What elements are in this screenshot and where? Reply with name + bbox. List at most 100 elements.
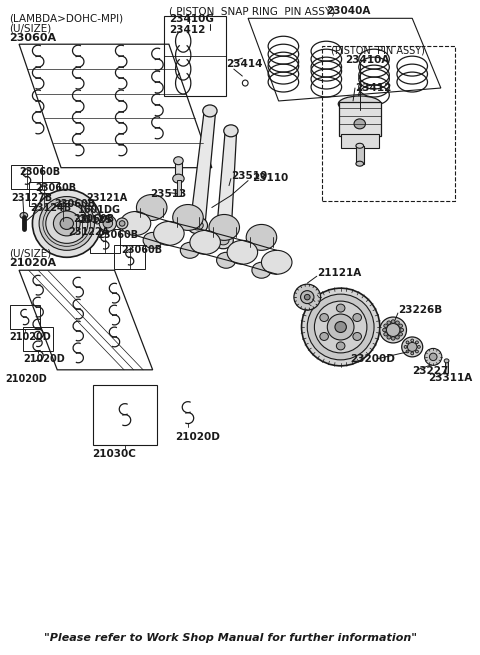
- Ellipse shape: [396, 335, 399, 339]
- Text: "Please refer to Work Shop Manual for further information": "Please refer to Work Shop Manual for fu…: [45, 633, 418, 643]
- Text: 1601DG: 1601DG: [78, 204, 121, 214]
- Ellipse shape: [294, 284, 321, 310]
- Ellipse shape: [46, 204, 88, 244]
- Text: 23124B: 23124B: [31, 202, 72, 212]
- Bar: [93, 384, 157, 445]
- Ellipse shape: [217, 236, 229, 245]
- Ellipse shape: [430, 353, 437, 361]
- Ellipse shape: [338, 96, 381, 112]
- Ellipse shape: [190, 231, 220, 254]
- Ellipse shape: [60, 217, 73, 229]
- Ellipse shape: [314, 301, 367, 353]
- Bar: [444, 361, 448, 373]
- Ellipse shape: [213, 232, 233, 249]
- Text: 23121A: 23121A: [86, 193, 127, 202]
- Ellipse shape: [406, 341, 409, 344]
- Ellipse shape: [444, 359, 449, 363]
- Ellipse shape: [103, 219, 113, 228]
- Bar: [339, 102, 381, 136]
- Ellipse shape: [404, 346, 407, 348]
- Ellipse shape: [383, 328, 386, 331]
- Ellipse shape: [406, 350, 409, 353]
- Ellipse shape: [411, 352, 414, 355]
- Ellipse shape: [391, 320, 395, 324]
- Ellipse shape: [173, 174, 184, 183]
- Text: 23412: 23412: [169, 26, 205, 35]
- Ellipse shape: [209, 214, 240, 240]
- Ellipse shape: [99, 215, 117, 231]
- Text: 23227: 23227: [412, 365, 449, 376]
- Ellipse shape: [20, 212, 28, 219]
- Ellipse shape: [411, 339, 414, 342]
- Ellipse shape: [380, 317, 407, 343]
- Ellipse shape: [246, 225, 276, 250]
- Bar: [67, 214, 97, 237]
- Ellipse shape: [173, 204, 203, 231]
- Text: 23414: 23414: [226, 59, 263, 69]
- Text: 23060B: 23060B: [97, 231, 138, 240]
- Ellipse shape: [356, 161, 363, 166]
- Ellipse shape: [386, 324, 400, 337]
- Ellipse shape: [119, 221, 125, 226]
- Text: ( PISTON  SNAP RING  PIN ASSY): ( PISTON SNAP RING PIN ASSY): [169, 7, 335, 16]
- Ellipse shape: [304, 294, 310, 300]
- Ellipse shape: [336, 304, 345, 312]
- Ellipse shape: [384, 324, 388, 328]
- Ellipse shape: [300, 291, 314, 304]
- Text: 23040A: 23040A: [326, 7, 371, 16]
- Bar: [23, 327, 53, 351]
- Text: 21030C: 21030C: [93, 449, 136, 459]
- Ellipse shape: [188, 217, 207, 234]
- Polygon shape: [190, 110, 216, 227]
- Bar: [322, 47, 455, 200]
- Ellipse shape: [307, 294, 374, 360]
- Ellipse shape: [387, 321, 391, 324]
- Polygon shape: [216, 130, 237, 241]
- Text: 23125: 23125: [78, 215, 112, 225]
- Bar: [177, 179, 181, 196]
- Bar: [48, 198, 78, 221]
- Ellipse shape: [336, 342, 345, 350]
- Ellipse shape: [154, 221, 184, 246]
- Ellipse shape: [327, 314, 354, 340]
- Ellipse shape: [416, 350, 419, 353]
- Ellipse shape: [301, 288, 380, 366]
- Ellipse shape: [120, 212, 151, 235]
- Ellipse shape: [400, 328, 404, 331]
- Ellipse shape: [203, 105, 217, 117]
- Text: 23060B: 23060B: [73, 214, 115, 225]
- Ellipse shape: [384, 333, 388, 336]
- Ellipse shape: [399, 324, 403, 328]
- Text: 23410A: 23410A: [346, 55, 390, 65]
- Text: 23060B: 23060B: [36, 183, 76, 193]
- Ellipse shape: [227, 240, 258, 264]
- Ellipse shape: [416, 341, 419, 344]
- Text: 23060A: 23060A: [10, 33, 57, 43]
- Ellipse shape: [33, 189, 101, 257]
- Bar: [164, 16, 226, 96]
- Text: 21020D: 21020D: [176, 432, 220, 441]
- Bar: [175, 160, 182, 179]
- Text: 23226B: 23226B: [398, 305, 442, 315]
- Ellipse shape: [39, 196, 95, 250]
- Ellipse shape: [354, 119, 365, 129]
- Text: (U/SIZE): (U/SIZE): [10, 248, 52, 258]
- Ellipse shape: [95, 219, 100, 224]
- Text: 23311A: 23311A: [429, 373, 473, 383]
- Text: 23410G: 23410G: [169, 14, 214, 24]
- Ellipse shape: [418, 346, 420, 348]
- Text: 23513: 23513: [150, 189, 186, 198]
- Ellipse shape: [143, 233, 162, 248]
- Ellipse shape: [408, 343, 417, 351]
- Ellipse shape: [136, 195, 167, 221]
- Bar: [10, 305, 40, 329]
- Bar: [29, 181, 59, 206]
- Ellipse shape: [252, 262, 271, 278]
- Ellipse shape: [320, 314, 328, 322]
- Ellipse shape: [216, 252, 236, 269]
- Text: 21020D: 21020D: [10, 332, 51, 342]
- Text: 23412: 23412: [355, 83, 391, 93]
- Ellipse shape: [180, 242, 199, 258]
- Ellipse shape: [396, 321, 399, 324]
- Ellipse shape: [387, 335, 391, 339]
